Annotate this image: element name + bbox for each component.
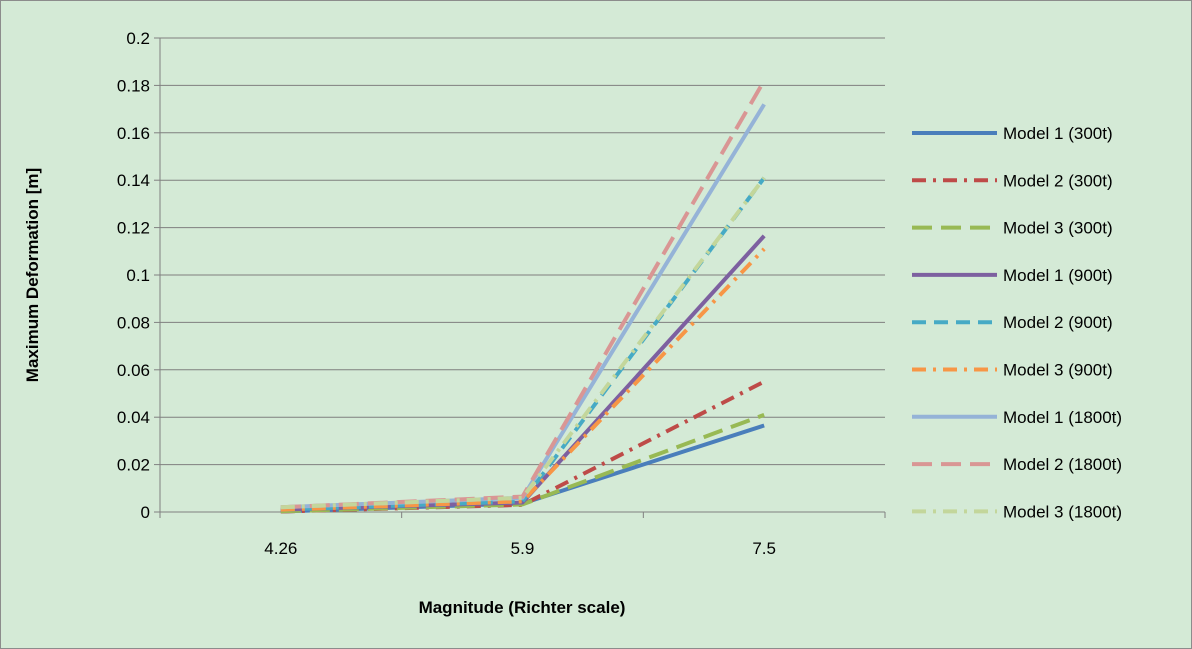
y-tick-label: 0 [141,503,150,522]
series-line [280,176,766,510]
series-line [280,79,766,510]
y-tick-label: 0.02 [117,456,150,475]
legend-label: Model 3 (300t) [1003,219,1113,238]
y-tick-label: 0.14 [117,171,150,190]
y-tick-label: 0.06 [117,361,150,380]
x-tick-label: 7.5 [752,539,776,558]
legend-label: Model 2 (300t) [1003,171,1113,190]
y-tick-label: 0.08 [117,313,150,332]
x-tick-label: 5.9 [511,539,535,558]
series-line [280,234,766,512]
x-axis-title: Magnitude (Richter scale) [419,598,626,617]
series-line [280,247,766,512]
y-tick-labels: 0 0.02 0.04 0.06 0.08 0.1 0.12 0.14 0.16 0.18 0.2 [117,29,150,522]
legend: Model 1 (300t) Model 2 (300t) Model 3 (300… [912,124,1122,521]
x-tick-label: 4.26 [264,539,297,558]
legend-label: Model 1 (1800t) [1003,408,1122,427]
legend-label: Model 1 (900t) [1003,266,1113,285]
gridlines [154,37,886,518]
legend-label: Model 1 (300t) [1003,124,1113,143]
legend-label: Model 3 (1800t) [1003,502,1122,521]
y-axis-title: Maximum Deformation [m] [23,168,42,382]
series-lines [280,79,766,514]
legend-label: Model 2 (1800t) [1003,455,1122,474]
y-tick-label: 0.18 [117,76,150,95]
legend-label: Model 2 (900t) [1003,313,1113,332]
x-tick-labels: 4.26 5.9 7.5 [264,539,776,558]
legend-label: Model 3 (900t) [1003,361,1113,380]
y-tick-label: 0.04 [117,408,150,427]
y-tick-label: 0.12 [117,219,150,238]
y-tick-label: 0.2 [126,29,150,48]
y-tick-label: 0.1 [126,266,150,285]
y-tick-label: 0.16 [117,124,150,143]
